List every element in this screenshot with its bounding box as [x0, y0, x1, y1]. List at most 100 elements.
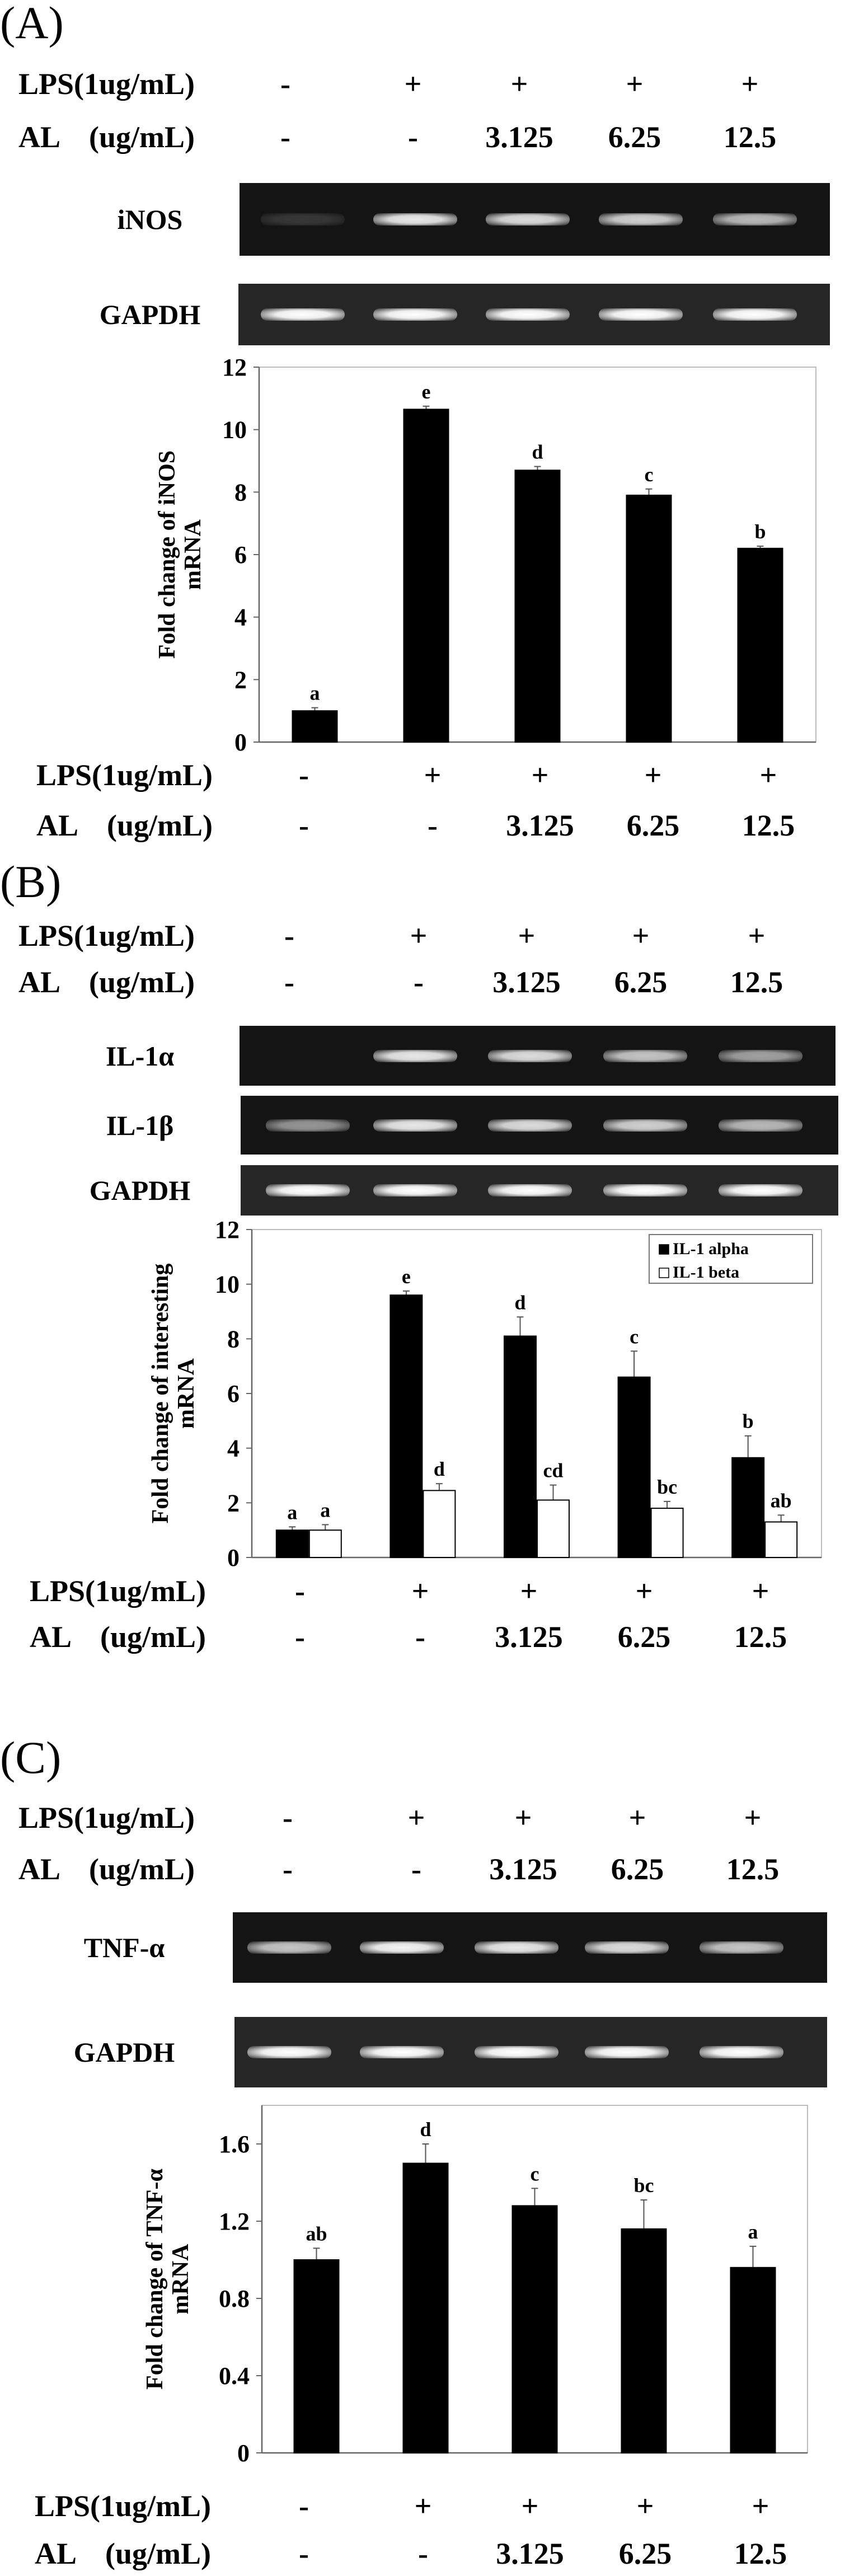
condition-top-al-value: 12.5 [730, 965, 783, 999]
condition-bottom-lps-value: - [299, 2489, 309, 2523]
condition-bottom-al-label: AL (ug/mL) [35, 2537, 212, 2570]
legend: IL-1 alpha IL-1 beta [649, 1234, 813, 1284]
condition-bottom-lps-label: LPS(1ug/mL) [30, 1574, 206, 1608]
condition-bottom-lps-value: + [414, 2489, 432, 2523]
gel-image-gapdh [238, 284, 830, 345]
y-tick-label: 6 [234, 541, 247, 569]
condition-bottom-al-value: 6.25 [618, 2537, 672, 2570]
gel-band [713, 213, 797, 226]
bar-il-1-alpha [389, 1294, 423, 1558]
y-tick-label: 4 [227, 1435, 240, 1462]
y-tick-label: 4 [234, 604, 247, 631]
y-tick-label: 0 [237, 2439, 250, 2467]
condition-bottom-lps-value: + [531, 758, 549, 792]
bar-chart: 0 2 4 6 8 10 12 Fold change of interestingmRNA a… [148, 1216, 822, 1571]
condition-top-lps-label: LPS(1ug/mL) [18, 919, 195, 952]
gel-band [360, 1941, 444, 1954]
significance-letter: d [434, 1458, 445, 1480]
significance-letter: c [645, 463, 654, 486]
gel-band [700, 1941, 783, 1954]
y-axis-label-line: mRNA [180, 519, 206, 590]
gel-label: GAPDH [73, 2037, 175, 2068]
gel-band [585, 1941, 669, 1954]
gel-image-il-1- [241, 1096, 838, 1155]
condition-bottom-al-label: AL (ug/mL) [36, 809, 213, 842]
condition-top-al-value: - [408, 120, 418, 154]
bar-il-1-beta [537, 1499, 570, 1559]
gel-band [247, 1941, 331, 1954]
y-tick-label: 1.6 [219, 2131, 250, 2158]
condition-top-lps-value: + [744, 1801, 762, 1834]
y-tick-label: 6 [227, 1380, 240, 1407]
y-tick-label: 1.2 [219, 2208, 250, 2235]
gel-band [475, 1941, 558, 1954]
significance-letter: a [287, 1501, 297, 1523]
y-tick-label: 0 [234, 729, 247, 756]
gel-band [599, 308, 683, 321]
gel-label: GAPDH [99, 299, 201, 330]
condition-bottom-al-value: 6.25 [626, 809, 680, 842]
condition-top-lps-value: - [284, 919, 294, 952]
condition-top-al-value: 3.125 [489, 1852, 557, 1886]
legend-swatch [659, 1244, 669, 1255]
condition-top-lps-value: + [518, 919, 536, 952]
condition-bottom-al-value: - [299, 809, 309, 842]
y-tick-label: 0 [227, 1544, 240, 1571]
condition-top-al-value: 12.5 [726, 1852, 780, 1886]
condition-top-al-value: 12.5 [723, 120, 777, 154]
significance-letter: d [532, 441, 543, 463]
condition-top-al-label: AL (ug/mL) [18, 120, 195, 154]
y-tick-label: 2 [227, 1489, 240, 1517]
significance-letter: e [402, 1265, 411, 1288]
y-axis-label-line: mRNA [173, 1358, 199, 1429]
gel-image-gapdh [241, 1165, 838, 1216]
significance-letter: ab [771, 1489, 792, 1512]
condition-bottom-lps-value: - [299, 758, 309, 792]
condition-bottom-al-value: - [428, 809, 438, 842]
significance-letter: ab [306, 2222, 327, 2245]
condition-bottom-al-value: 3.125 [496, 2537, 564, 2570]
gel-band [719, 1049, 802, 1062]
gel-label: IL-1β [106, 1109, 174, 1141]
condition-top-al-label: AL (ug/mL) [18, 965, 195, 999]
bar-il-1-alpha [731, 1457, 765, 1558]
condition-bottom-lps-value: + [752, 1574, 769, 1608]
gel-image-inos [240, 183, 830, 256]
condition-bottom-lps-value: + [644, 758, 662, 792]
condition-top-lps-value: + [407, 1801, 425, 1834]
bar-il-1-alpha [504, 1335, 537, 1558]
panel-label: (A) [0, 0, 64, 48]
y-tick-label: 0.4 [219, 2362, 250, 2390]
bar-chart: 0 2 4 6 8 10 12 Fold change of iNOSmRNA a e d c b [154, 354, 816, 756]
condition-bottom-al-value: 12.5 [741, 809, 795, 842]
condition-bottom-al-value: - [299, 2537, 309, 2570]
condition-bottom-al-value: 3.125 [506, 809, 574, 842]
condition-bottom-lps-label: LPS(1ug/mL) [36, 758, 213, 792]
condition-bottom-lps-value: + [636, 2489, 654, 2523]
gel-band [488, 1119, 572, 1132]
gel-band [486, 308, 570, 321]
condition-top-lps-label: LPS(1ug/mL) [18, 67, 195, 101]
condition-bottom-lps-value: + [521, 2489, 539, 2523]
gel-band [373, 1049, 457, 1062]
gel-label: IL-1α [105, 1040, 175, 1072]
condition-bottom-lps-value: + [635, 1574, 653, 1608]
condition-bottom-al-label: AL (ug/mL) [30, 1620, 206, 1654]
y-axis-label-line: Fold change of TNF-α [142, 2169, 168, 2390]
y-tick-label: 2 [234, 666, 247, 693]
bar-il-1-alpha [275, 1529, 309, 1559]
gel-band [266, 1119, 350, 1132]
significance-letter: a [320, 1499, 330, 1521]
gel-band [603, 1184, 687, 1196]
gel-band [247, 2046, 331, 2058]
bar-tnf- [293, 2259, 340, 2453]
gel-band [360, 2046, 444, 2058]
gel-band [261, 213, 345, 226]
bar-tnf- [402, 2162, 449, 2453]
condition-bottom-lps-value: + [520, 1574, 538, 1608]
condition-top-al-value: - [283, 1852, 293, 1886]
gel-band [488, 1184, 572, 1196]
condition-bottom-lps-value: + [411, 1574, 429, 1608]
significance-letter: b [754, 520, 766, 543]
